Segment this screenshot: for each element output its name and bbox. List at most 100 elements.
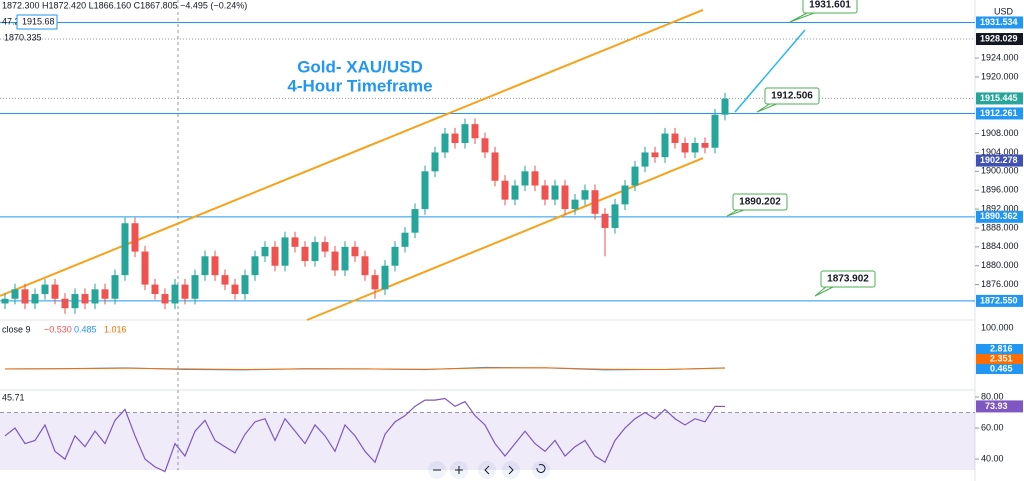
candle-body bbox=[221, 275, 229, 285]
y-tick-label: 1884.000 bbox=[981, 241, 1019, 251]
candle-body bbox=[441, 133, 449, 153]
callout-box bbox=[764, 87, 820, 105]
candle-body bbox=[81, 294, 89, 304]
rsi-band bbox=[0, 412, 975, 470]
candle-body bbox=[61, 298, 69, 309]
currency-label: USD bbox=[994, 6, 1014, 16]
y-tick-label: 1924.000 bbox=[981, 52, 1019, 62]
candle-body bbox=[391, 246, 399, 266]
candle-body bbox=[191, 275, 199, 299]
candle-body bbox=[401, 232, 409, 247]
price-label: 1931.534 bbox=[980, 17, 1018, 27]
candle-body bbox=[91, 289, 99, 304]
callout-box bbox=[732, 193, 788, 211]
candle-body bbox=[71, 294, 79, 309]
candle-body bbox=[321, 242, 329, 252]
rsi-header: 45.71 bbox=[2, 392, 25, 402]
candle-body bbox=[311, 242, 319, 262]
macd-header: close 9 bbox=[2, 324, 31, 334]
candle-body bbox=[11, 289, 19, 299]
rsi-tick-label: 80.00 bbox=[981, 391, 1004, 401]
candle-body bbox=[531, 171, 539, 186]
price-label: 1912.261 bbox=[980, 108, 1018, 118]
candle-body bbox=[631, 166, 639, 186]
candle-body bbox=[361, 256, 369, 276]
channel-line bbox=[0, 8, 704, 297]
callout-label: 1873.902 bbox=[827, 274, 869, 285]
candle-body bbox=[511, 185, 519, 200]
candle-body bbox=[721, 98, 729, 115]
rsi-tick-label: 60.00 bbox=[981, 422, 1004, 432]
candle-body bbox=[661, 133, 669, 158]
candle-body bbox=[551, 185, 559, 200]
price-label: 1890.362 bbox=[980, 211, 1018, 221]
candle-body bbox=[101, 289, 109, 299]
candle-body bbox=[541, 185, 549, 200]
reset-button[interactable] bbox=[532, 461, 550, 479]
candle-body bbox=[241, 275, 249, 295]
y-tick-label: 1896.000 bbox=[981, 185, 1019, 195]
macd-label: 2.351 bbox=[990, 353, 1013, 363]
candle-body bbox=[581, 190, 589, 200]
macd-label-box bbox=[976, 354, 1023, 364]
price-label-box bbox=[976, 16, 1023, 29]
price-label: 1902.278 bbox=[980, 155, 1018, 165]
price-label-box bbox=[976, 107, 1023, 120]
macd-reading: −0.530 bbox=[44, 324, 72, 334]
candle-body bbox=[181, 284, 189, 299]
callout-tail bbox=[726, 208, 748, 217]
candle-body bbox=[261, 246, 269, 257]
callout-tail bbox=[814, 285, 836, 297]
candle-body bbox=[561, 185, 569, 210]
candle-body bbox=[671, 133, 679, 144]
candle-body bbox=[461, 124, 469, 144]
price-label: 1928.029 bbox=[980, 33, 1018, 43]
candle-body bbox=[151, 284, 159, 295]
candle-body bbox=[641, 152, 649, 167]
candle-body bbox=[651, 152, 659, 158]
candle-body bbox=[431, 152, 439, 172]
nav-buttons[interactable] bbox=[428, 461, 550, 479]
candle-body bbox=[471, 124, 479, 139]
price-label-box bbox=[976, 33, 1023, 46]
candle-body bbox=[621, 185, 629, 205]
rsi-tick-label: 40.00 bbox=[981, 454, 1004, 464]
macd-label: 2.816 bbox=[990, 343, 1013, 353]
candle-body bbox=[351, 246, 359, 257]
y-tick-label: 1908.000 bbox=[981, 128, 1019, 138]
candle-body bbox=[601, 213, 609, 228]
scroll-right-button[interactable] bbox=[502, 461, 520, 479]
candle-body bbox=[701, 143, 709, 148]
candle-body bbox=[131, 223, 139, 252]
candle-body bbox=[31, 294, 39, 304]
callout-label: 1931.601 bbox=[809, 0, 851, 11]
callout-box bbox=[820, 270, 876, 288]
y-tick-label: 1892.000 bbox=[981, 203, 1019, 213]
marker-label: 1915.68 bbox=[22, 16, 55, 26]
candle-body bbox=[371, 275, 379, 290]
y-tick-label: 1876.000 bbox=[981, 279, 1019, 289]
candle-body bbox=[141, 251, 149, 285]
macd-reading: 0.485 bbox=[74, 324, 97, 334]
chart-title: Gold- XAU/USD bbox=[297, 57, 423, 76]
scroll-left-button[interactable] bbox=[478, 461, 496, 479]
candle-body bbox=[21, 289, 29, 304]
callout-label: 1912.506 bbox=[771, 91, 813, 102]
candle-body bbox=[211, 256, 219, 276]
ohlc-header: 1872.300 H1872.420 L1866.160 C1867.805 −… bbox=[2, 0, 247, 10]
candle-body bbox=[121, 223, 129, 276]
price-label-box bbox=[976, 294, 1023, 307]
candle-body bbox=[481, 138, 489, 153]
candle-body bbox=[381, 265, 389, 290]
candle-body bbox=[521, 171, 529, 186]
chart-subtitle: 4-Hour Timeframe bbox=[287, 76, 432, 95]
price-label-box bbox=[976, 92, 1023, 105]
callout-tail bbox=[756, 102, 780, 113]
candle-body bbox=[331, 251, 339, 271]
candle-body bbox=[591, 190, 599, 214]
marker-label: 47.2 bbox=[2, 16, 20, 26]
candle-body bbox=[341, 246, 349, 271]
price-label-box bbox=[976, 210, 1023, 223]
